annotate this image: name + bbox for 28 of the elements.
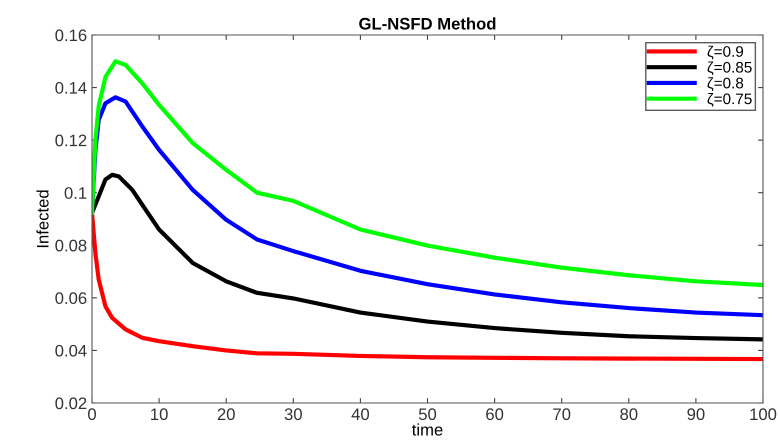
line-series <box>92 172 763 342</box>
line-series <box>92 59 763 288</box>
x-tick-label: 90 <box>687 408 705 420</box>
y-tick-label: 0.04 <box>55 344 87 357</box>
x-tick-label: 20 <box>218 408 235 420</box>
x-tick-label: 60 <box>486 408 504 420</box>
x-axis-title: time <box>412 423 443 436</box>
y-tick-label: 0.14 <box>55 82 87 94</box>
y-tick-label: 0.06 <box>55 292 86 304</box>
x-tick-label: 10 <box>151 408 168 420</box>
y-axis-title: Infected <box>36 190 49 248</box>
legend-label: ζ=0.75 <box>708 93 752 107</box>
x-tick-label: 100 <box>750 408 776 420</box>
x-tick-label: 50 <box>418 408 436 420</box>
y-tick-label: 0.12 <box>55 134 86 146</box>
x-tick-label: 0 <box>88 408 96 420</box>
x-tick-label: 70 <box>553 408 570 420</box>
legend-label: ζ=0.8 <box>708 77 744 91</box>
chart-title: GL-NSFD Method <box>359 17 496 30</box>
legend-label: ζ=0.9 <box>708 46 744 60</box>
legend-label: ζ=0.85 <box>708 61 752 76</box>
y-tick-label: 0.08 <box>55 240 86 252</box>
x-tick-label: 40 <box>352 408 370 420</box>
x-tick-label: 80 <box>620 408 638 420</box>
y-tick-label: 0.16 <box>55 29 86 42</box>
y-tick-label: 0.1 <box>64 187 86 199</box>
x-tick-label: 30 <box>284 408 302 420</box>
y-tick-label: 0.02 <box>55 397 86 410</box>
